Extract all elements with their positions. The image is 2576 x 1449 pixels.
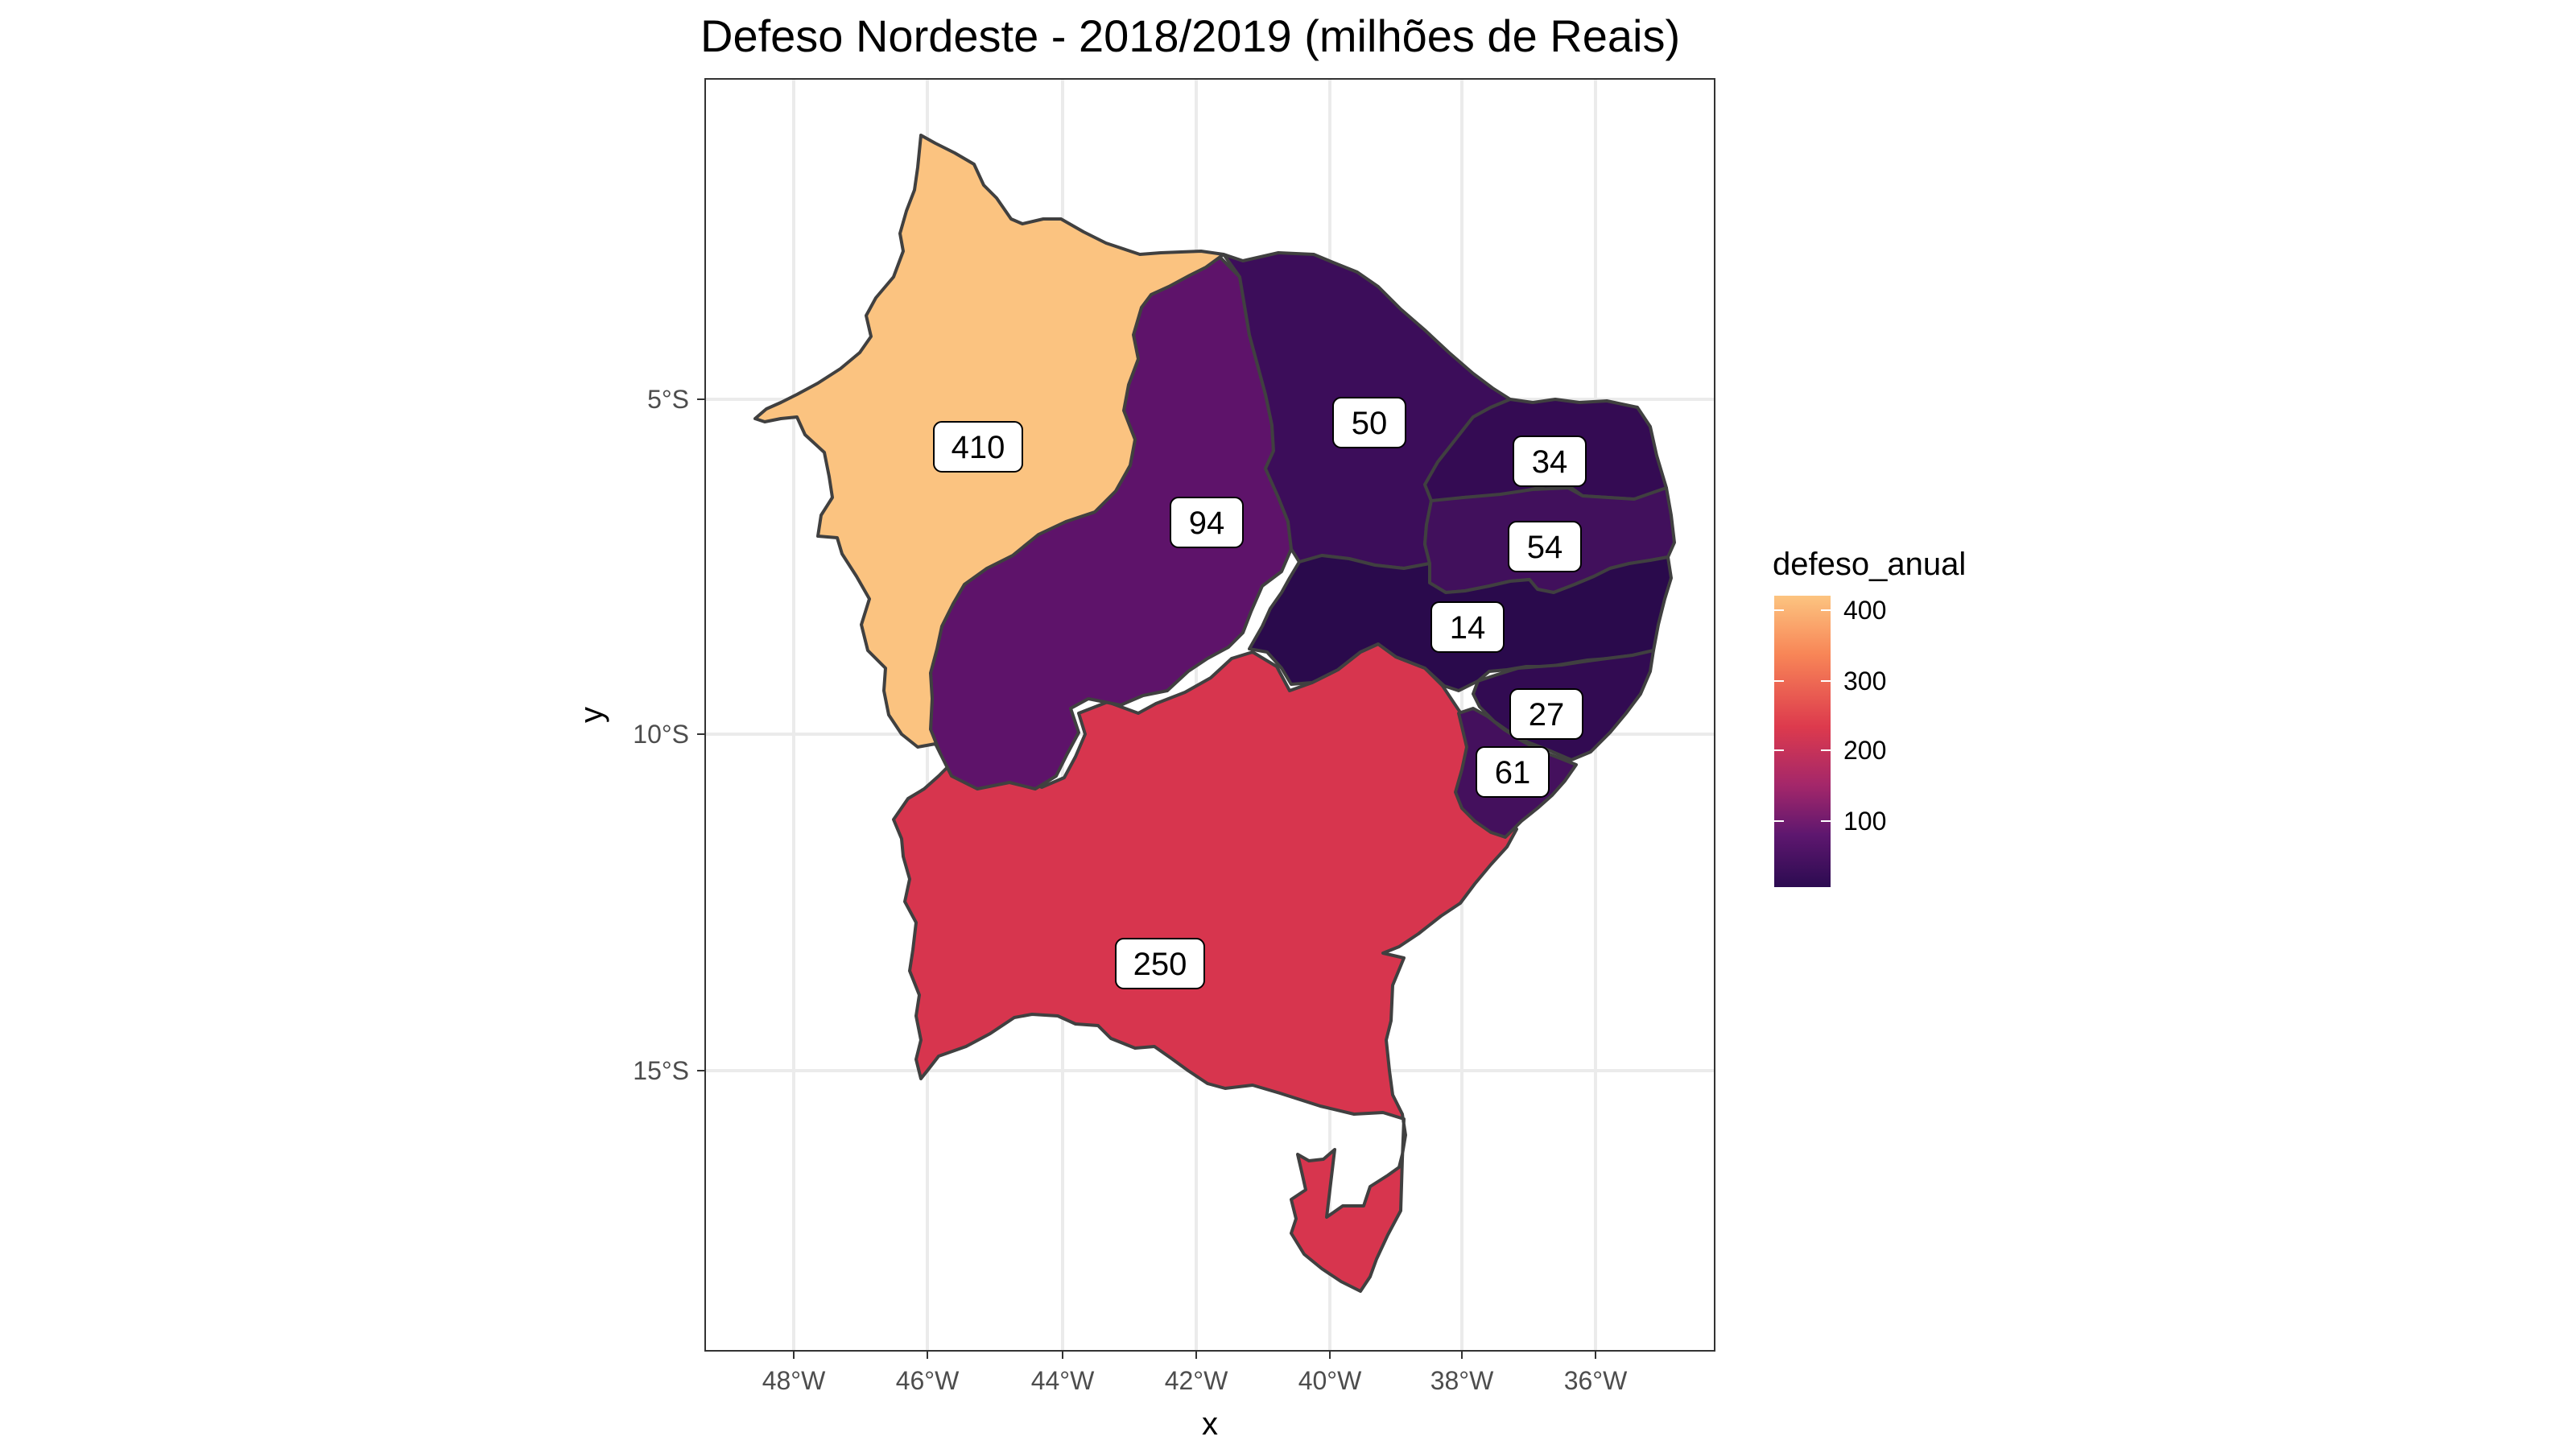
value-label-pe: 14 (1430, 601, 1505, 653)
value-label-rn: 34 (1513, 436, 1587, 487)
value-label-rn-box (1513, 436, 1587, 487)
value-labels: 410 94 50 34 54 14 (933, 397, 1587, 989)
y-axis: 5°S 10°S 15°S y (574, 385, 705, 1085)
value-label-ma-text: 410 (952, 430, 1005, 465)
legend-colorbar (1774, 596, 1831, 887)
value-label-ba: 250 (1115, 938, 1205, 989)
value-label-al: 27 (1509, 688, 1583, 740)
value-label-rn-text: 34 (1532, 444, 1568, 480)
x-tick-label: 44°W (1031, 1366, 1095, 1395)
legend-title: defeso_anual (1773, 547, 1966, 582)
value-label-se: 61 (1476, 746, 1550, 798)
plot-panel: 410 94 50 34 54 14 (704, 78, 1715, 1352)
value-label-pb-box (1508, 521, 1582, 572)
x-tick-label: 40°W (1298, 1366, 1362, 1395)
value-label-ba-box (1115, 938, 1205, 989)
value-label-ce-text: 50 (1352, 406, 1388, 441)
x-axis-title: x (1202, 1406, 1218, 1442)
value-label-ce: 50 (1332, 397, 1406, 448)
x-tick-label: 42°W (1165, 1366, 1228, 1395)
value-label-ma-box (933, 421, 1023, 473)
value-label-al-text: 27 (1529, 697, 1565, 733)
legend-tick-label: 100 (1843, 807, 1886, 836)
x-tick-label: 48°W (762, 1366, 826, 1395)
value-label-ma: 410 (933, 421, 1023, 473)
value-label-pb: 54 (1508, 521, 1582, 572)
chart-title: Defeso Nordeste - 2018/2019 (milhões de … (700, 10, 1680, 61)
value-label-al-box (1509, 688, 1583, 740)
x-tick-label: 38°W (1430, 1366, 1494, 1395)
legend-tick-label: 300 (1843, 667, 1886, 696)
value-label-pb-text: 54 (1527, 530, 1563, 565)
value-label-pe-box (1430, 601, 1505, 653)
y-axis-title: y (574, 707, 609, 723)
value-label-pi-box (1170, 497, 1244, 548)
y-tick-label: 5°S (647, 385, 689, 414)
y-tick-label: 15°S (633, 1056, 689, 1085)
value-label-pi: 94 (1170, 497, 1244, 548)
value-label-pi-text: 94 (1189, 506, 1225, 541)
panel-border (704, 78, 1715, 1352)
value-label-pe-text: 14 (1450, 610, 1486, 646)
value-label-ce-box (1332, 397, 1406, 448)
legend-tick-label: 400 (1843, 596, 1886, 625)
x-tick-label: 46°W (896, 1366, 960, 1395)
value-label-se-text: 61 (1495, 755, 1531, 791)
y-tick-label: 10°S (633, 720, 689, 749)
value-label-se-box (1476, 746, 1550, 798)
legend-tick-label: 200 (1843, 736, 1886, 765)
legend: defeso_anual 400 300 200 100 (1773, 547, 1966, 887)
value-label-ba-text: 250 (1133, 947, 1187, 982)
x-tick-label: 36°W (1564, 1366, 1628, 1395)
x-axis: 48°W 46°W 44°W 42°W 40°W 38°W 36°W x (762, 1351, 1628, 1442)
